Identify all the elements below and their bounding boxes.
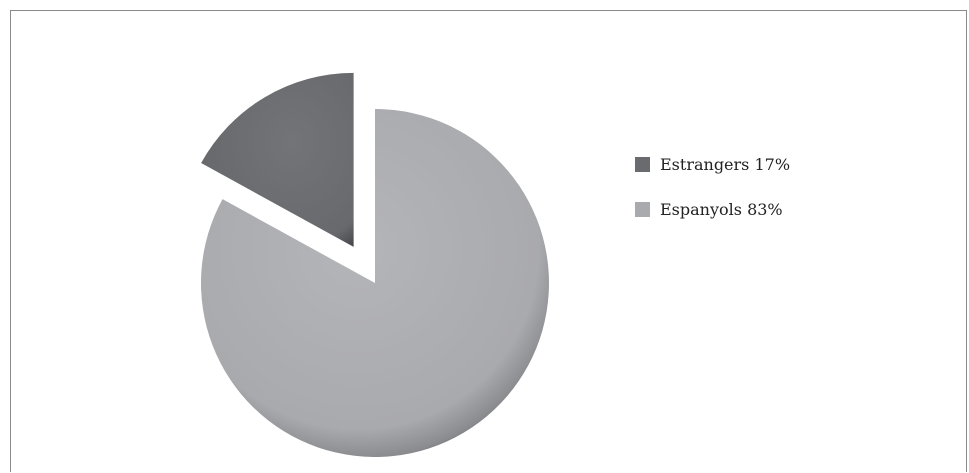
legend-item-estrangers: Estrangers 17% bbox=[635, 154, 790, 174]
legend: Estrangers 17% Espanyols 83% bbox=[635, 154, 790, 244]
legend-label-estrangers: Estrangers 17% bbox=[660, 154, 791, 174]
pie-slice-estrangers bbox=[201, 72, 354, 247]
legend-swatch-estrangers bbox=[635, 156, 650, 172]
chart-frame: Estrangers 17% Espanyols 83% bbox=[10, 10, 967, 472]
legend-label-espanyols: Espanyols 83% bbox=[660, 199, 783, 219]
legend-item-espanyols: Espanyols 83% bbox=[635, 199, 790, 219]
pie-chart bbox=[200, 72, 549, 457]
pie-slice-espanyols bbox=[200, 109, 549, 457]
legend-swatch-espanyols bbox=[635, 201, 650, 217]
